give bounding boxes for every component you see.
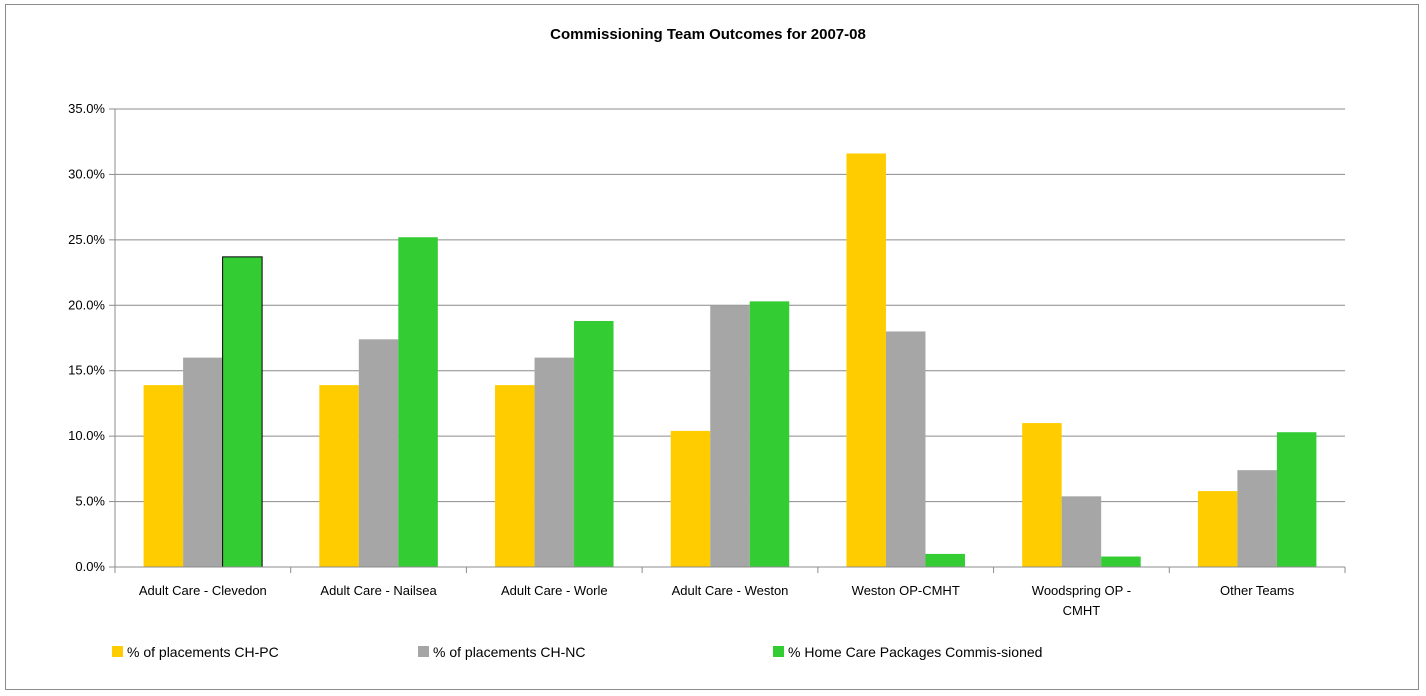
chart-title: Commissioning Team Outcomes for 2007-08 <box>550 26 866 43</box>
y-tick-label: 25.0% <box>68 232 105 247</box>
x-tick-label: Woodspring OP - <box>1032 583 1131 598</box>
y-tick-label: 15.0% <box>68 363 105 378</box>
x-tick-label: Adult Care - Weston <box>672 583 789 598</box>
bar <box>749 301 790 567</box>
bar <box>1061 496 1102 567</box>
x-tick-label: Adult Care - Worle <box>501 583 608 598</box>
bar <box>574 320 614 567</box>
y-tick-label: 30.0% <box>68 166 105 181</box>
legend-swatch <box>418 646 429 657</box>
y-tick-label: 5.0% <box>75 494 105 509</box>
x-tick-label: Adult Care - Nailsea <box>320 583 437 598</box>
bar <box>358 339 399 567</box>
bar <box>885 331 926 567</box>
legend-label: % of placements CH-NC <box>433 644 586 660</box>
bar-chart: Commissioning Team Outcomes for 2007-08 … <box>68 26 1346 660</box>
legend-label: % Home Care Packages Commis-sioned <box>788 644 1042 660</box>
chart-frame: Commissioning Team Outcomes for 2007-08 … <box>5 4 1419 690</box>
bar <box>495 385 535 567</box>
x-axis: Adult Care - Clevedon Adult Care - Nailse… <box>114 566 1346 618</box>
bars <box>143 153 1317 568</box>
bar <box>319 385 359 567</box>
legend-label: % of placements CH-PC <box>127 644 279 660</box>
x-tick-label: CMHT <box>1063 603 1101 618</box>
bar <box>1101 556 1141 567</box>
y-tick-label: 10.0% <box>68 428 105 443</box>
x-tick-label: Adult Care - Clevedon <box>139 583 267 598</box>
legend: % of placements CH-PC % of placements CH-… <box>112 644 1042 660</box>
bar <box>398 237 438 568</box>
legend-swatch <box>112 646 123 657</box>
y-tick-label: 20.0% <box>68 297 105 312</box>
bar <box>183 357 223 567</box>
bar <box>1197 491 1238 567</box>
bar <box>143 385 184 567</box>
bar <box>1237 470 1277 567</box>
y-tick-label: 0.0% <box>75 559 105 574</box>
bar <box>1276 432 1317 567</box>
bar <box>925 553 965 567</box>
bar <box>222 256 263 568</box>
bar <box>534 357 575 567</box>
bar <box>846 153 886 567</box>
legend-swatch <box>773 646 784 657</box>
bar <box>710 305 750 567</box>
y-axis: 0.0% 5.0% 10.0% 15.0% 20.0% 25.0% 30.0% 35.0% <box>68 101 116 574</box>
y-tick-label: 35.0% <box>68 101 105 116</box>
x-tick-label: Weston OP-CMHT <box>852 583 960 598</box>
x-tick-label: Other Teams <box>1220 583 1295 598</box>
bar <box>670 430 711 567</box>
bar <box>1022 423 1062 567</box>
